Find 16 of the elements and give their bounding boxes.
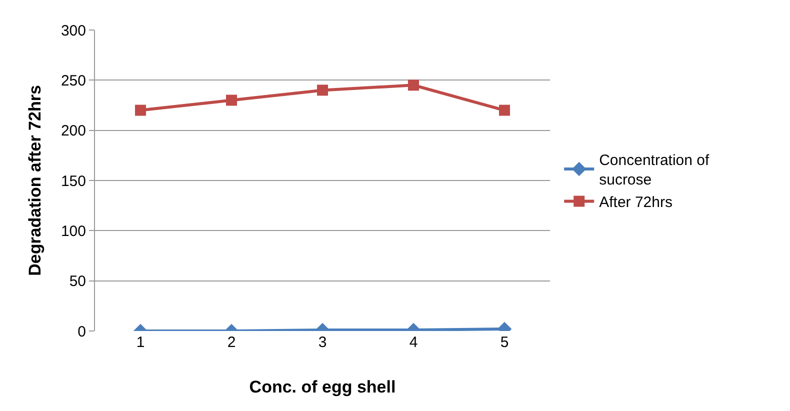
x-tick-label: 3 — [318, 334, 327, 351]
x-axis-title: Conc. of egg shell — [249, 377, 396, 396]
y-tick-label: 200 — [60, 122, 86, 140]
y-tick-label: 300 — [60, 22, 86, 40]
x-tick-label: 1 — [136, 334, 145, 351]
y-tick-label: 50 — [69, 273, 86, 290]
x-tick-label: 2 — [227, 334, 236, 351]
y-tick-label: 150 — [60, 172, 86, 190]
legend-label: Concentration of sucrose — [599, 152, 710, 189]
y-tick-label: 250 — [60, 72, 86, 90]
y-tick-label: 100 — [60, 222, 86, 240]
y-axis-title: Degradation after 72hrs — [26, 85, 45, 276]
legend-label: After 72hrs — [599, 194, 672, 212]
y-tick-label: 0 — [78, 323, 86, 340]
x-tick-label: 4 — [409, 334, 418, 351]
x-tick-label: 5 — [500, 334, 509, 351]
